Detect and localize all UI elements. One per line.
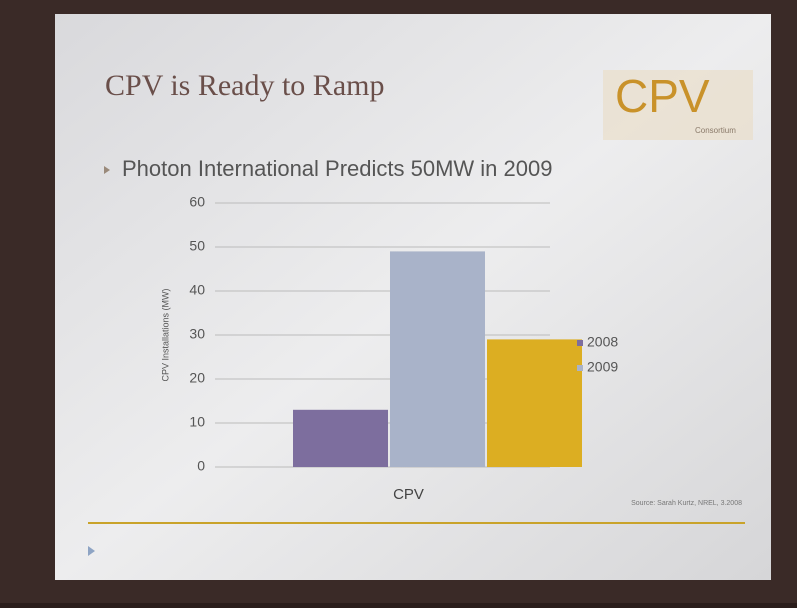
legend-label: 2008 [587,334,618,350]
legend-swatch [577,365,583,371]
y-tick-label: 30 [189,326,205,342]
source: Source: Sarah Kurtz, NREL, 3.2008 [631,500,742,507]
y-tick-label: 60 [189,194,205,210]
logo: CPV [615,70,710,122]
bar [390,251,485,467]
logo-subtitle: Consortium [695,126,736,135]
y-tick-label: 40 [189,282,205,298]
y-tick-label: 10 [189,414,205,430]
y-tick-label: 20 [189,370,205,386]
bullet-text: Photon International Predicts 50MW in 20… [122,156,552,181]
legend-label: 2009 [587,359,618,375]
slide: CPV is Ready to Ramp CPV Consortium Phot… [0,0,797,603]
bar [293,410,388,467]
page: CPV is Ready to Ramp CPV Consortium Phot… [0,0,797,603]
y-tick-label: 0 [197,458,205,474]
legend-swatch [577,340,583,346]
bar [487,339,582,467]
slide-title: CPV is Ready to Ramp [105,69,384,102]
y-axis-label: CPV Installations (MW) [160,288,170,381]
x-tick-label: CPV [393,486,424,503]
y-tick-label: 50 [189,238,205,254]
